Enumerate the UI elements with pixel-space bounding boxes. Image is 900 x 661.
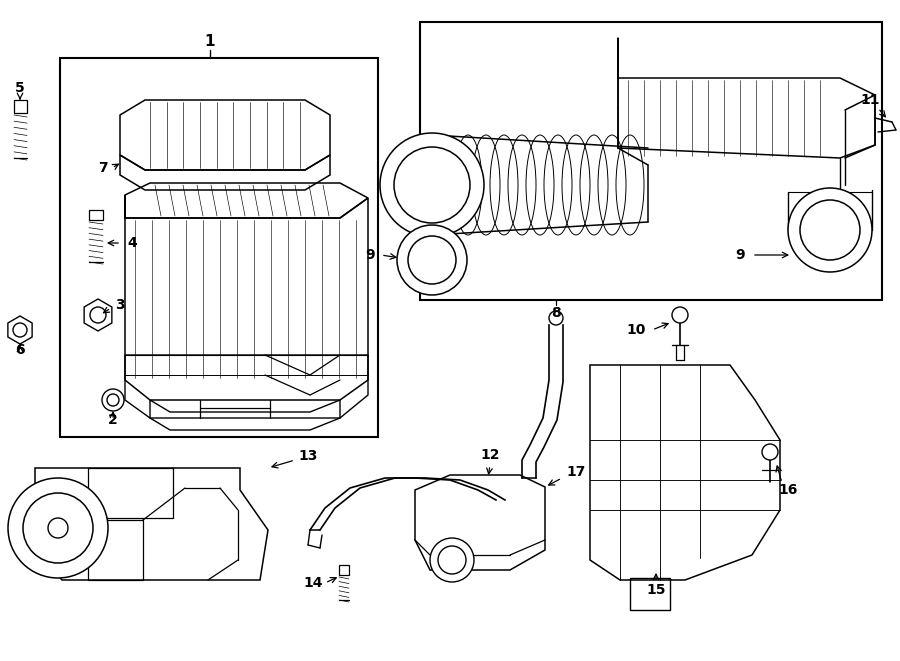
Circle shape (8, 478, 108, 578)
Text: 16: 16 (778, 483, 797, 497)
Circle shape (672, 307, 688, 323)
Text: 15: 15 (646, 583, 666, 597)
Text: 8: 8 (551, 306, 561, 320)
Circle shape (380, 133, 484, 237)
Circle shape (102, 389, 124, 411)
Circle shape (430, 538, 474, 582)
Text: 13: 13 (298, 449, 318, 463)
Circle shape (394, 147, 470, 223)
Bar (89, 210, 103, 220)
Text: 9: 9 (735, 248, 745, 262)
Text: 10: 10 (626, 323, 645, 337)
Bar (88, 520, 143, 580)
Circle shape (397, 225, 467, 295)
Text: 7: 7 (98, 161, 108, 175)
Circle shape (90, 307, 106, 323)
Text: 3: 3 (115, 298, 125, 312)
Bar (339, 565, 349, 575)
Bar (420, 22, 882, 300)
Text: 17: 17 (566, 465, 586, 479)
Circle shape (762, 444, 778, 460)
Text: 2: 2 (108, 413, 118, 427)
Text: 11: 11 (860, 93, 880, 107)
Circle shape (408, 236, 456, 284)
Circle shape (438, 546, 466, 574)
Bar (88, 468, 173, 518)
Text: 4: 4 (127, 236, 137, 250)
Circle shape (48, 518, 68, 538)
Text: 12: 12 (481, 448, 500, 462)
Bar (14, 100, 27, 113)
Circle shape (800, 200, 860, 260)
Circle shape (788, 188, 872, 272)
Text: 14: 14 (303, 576, 323, 590)
Text: 5: 5 (15, 81, 25, 95)
Text: 9: 9 (365, 248, 374, 262)
Circle shape (13, 323, 27, 337)
Circle shape (549, 311, 563, 325)
Bar (60, 58, 378, 437)
Text: 1: 1 (205, 34, 215, 50)
Text: 6: 6 (15, 343, 25, 357)
Circle shape (107, 394, 119, 406)
Circle shape (23, 493, 93, 563)
